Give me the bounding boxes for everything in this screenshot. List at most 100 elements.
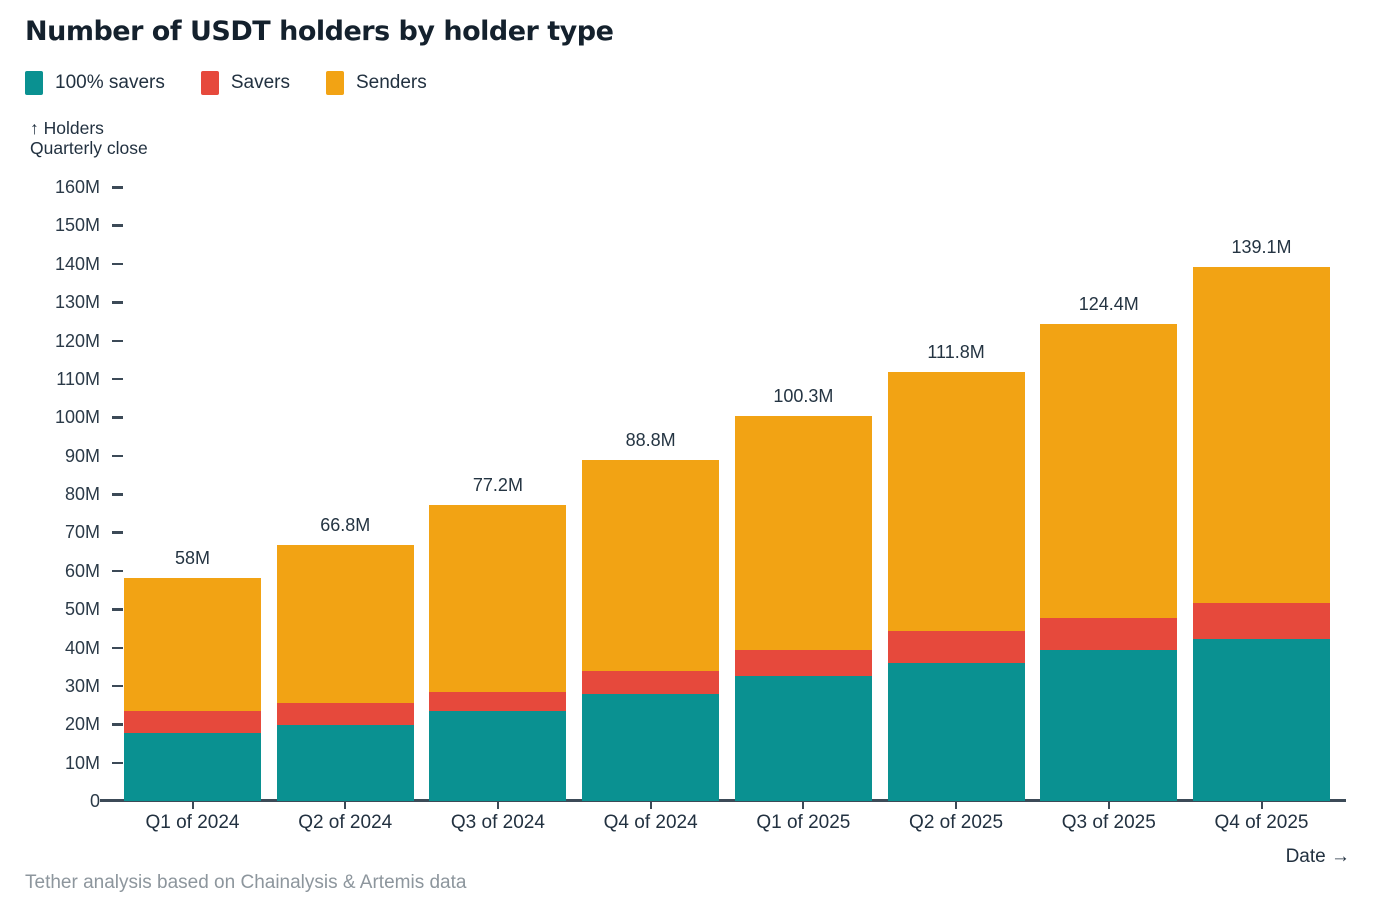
- y-tick-label-130M: 130M: [54, 292, 100, 313]
- x-tick-mark: [802, 801, 805, 809]
- y-tick-label-30M: 30M: [64, 675, 100, 696]
- y-tick-mark: [112, 761, 123, 765]
- x-tick-mark: [496, 801, 499, 809]
- bar-total-label: 124.4M: [1078, 293, 1139, 314]
- y-tick-label-40M: 40M: [64, 637, 100, 658]
- legend-label-senders: Senders: [355, 72, 427, 93]
- bar-segment-100-savers: [1040, 649, 1178, 801]
- x-tick-mark: [955, 801, 958, 809]
- x-tick-label-q4-of-2025: Q4 of 2025: [1214, 812, 1309, 833]
- bar-total-label: 66.8M: [320, 514, 371, 535]
- bar-segment-senders: [582, 460, 720, 672]
- y-axis-caption-line2: Quarterly close: [30, 138, 148, 158]
- y-tick-label-50M: 50M: [64, 599, 100, 620]
- bar-total-label: 139.1M: [1231, 237, 1292, 258]
- y-axis-caption-line1: ↑ Holders: [30, 118, 104, 138]
- x-tick-mark: [1260, 801, 1263, 809]
- bar-q2-of-2025: 111.8M: [887, 187, 1025, 801]
- x-axis-line: [100, 799, 1346, 802]
- bar-q1-of-2025: 100.3M: [734, 187, 872, 801]
- bar-segment-savers: [887, 630, 1025, 664]
- y-tick-label-100M: 100M: [54, 407, 100, 428]
- y-tick-label-120M: 120M: [54, 330, 100, 351]
- source-note: Tether analysis based on Chainalysis & A…: [25, 872, 467, 893]
- legend-item-senders: Senders: [325, 71, 427, 95]
- bar-total-label: 111.8M: [927, 341, 985, 362]
- bar-segment-senders: [734, 416, 872, 650]
- legend-swatch-100-savers: [25, 71, 43, 95]
- y-tick-mark: [112, 224, 123, 227]
- y-tick-mark: [112, 493, 123, 496]
- y-tick-label-20M: 20M: [64, 714, 100, 735]
- y-tick-mark: [112, 301, 123, 304]
- bar-segment-senders: [429, 504, 567, 692]
- bar-segment-savers: [582, 671, 720, 694]
- x-tick-label-q4-of-2024: Q4 of 2024: [603, 812, 698, 833]
- legend-item-savers: Savers: [200, 71, 290, 95]
- y-tick-mark: [112, 531, 123, 534]
- bar-segment-100-savers: [582, 693, 720, 801]
- bar-stack: [276, 544, 414, 801]
- bar-q2-of-2024: 66.8M: [276, 187, 414, 801]
- bar-total-label: 58M: [174, 548, 211, 569]
- x-tick-label-q1-of-2024: Q1 of 2024: [145, 812, 240, 833]
- y-tick-mark: [112, 569, 123, 573]
- y-tick-label-80M: 80M: [64, 484, 100, 504]
- bar-segment-senders: [887, 371, 1025, 631]
- y-tick-label-70M: 70M: [64, 522, 100, 543]
- legend-label-savers: Savers: [230, 72, 290, 93]
- bar-total-label: 88.8M: [625, 430, 676, 451]
- bar-segment-senders: [1193, 267, 1330, 604]
- y-tick-mark: [112, 377, 123, 381]
- bar-segment-100-savers: [1193, 638, 1330, 801]
- bar-q4-of-2025: 139.1M: [1193, 187, 1330, 801]
- y-tick-mark: [112, 262, 123, 266]
- bar-q1-of-2024: 58M: [124, 187, 261, 801]
- y-tick-label-140M: 140M: [54, 253, 100, 274]
- x-tick-label-q1-of-2025: Q1 of 2025: [756, 812, 851, 833]
- legend-label-100-savers: 100% savers: [55, 72, 165, 93]
- y-tick-mark: [112, 454, 123, 458]
- bar-segment-100-savers: [734, 676, 872, 801]
- y-tick-mark: [112, 684, 123, 688]
- x-tick-label-q2-of-2024: Q2 of 2024: [298, 812, 393, 833]
- bar-segment-savers: [734, 649, 872, 677]
- bar-segment-savers: [276, 703, 414, 726]
- bar-segment-100-savers: [124, 733, 261, 801]
- bar-segment-savers: [1193, 603, 1330, 639]
- bar-segment-senders: [1040, 323, 1178, 618]
- bar-segment-100-savers: [429, 710, 567, 801]
- legend: 100% savers Savers Senders: [25, 71, 427, 95]
- y-tick-label-150M: 150M: [54, 215, 100, 236]
- y-tick-mark: [112, 608, 123, 611]
- bar-q3-of-2024: 77.2M: [429, 187, 567, 801]
- x-tick-mark: [1107, 801, 1110, 809]
- y-tick-label-60M: 60M: [64, 560, 100, 581]
- y-axis-caption: ↑ Holders Quarterly close: [30, 118, 148, 158]
- x-tick-mark: [191, 801, 194, 809]
- bar-segment-senders: [124, 578, 261, 711]
- bar-stack: [582, 460, 720, 801]
- bar-stack: [1040, 323, 1178, 801]
- bar-stack: [124, 578, 261, 801]
- y-tick-label-90M: 90M: [64, 445, 100, 466]
- bar-stack: [887, 371, 1025, 801]
- y-tick-mark: [112, 416, 123, 419]
- legend-swatch-savers: [200, 71, 219, 95]
- bar-segment-savers: [124, 710, 261, 734]
- bars-area: 58M 66.8M 77.2M 88.8M 100.3M 111.8M 124.4M 139.…: [124, 187, 1330, 801]
- bar-segment-100-savers: [276, 725, 414, 801]
- x-tick-mark: [649, 801, 652, 809]
- bar-segment-senders: [276, 544, 414, 704]
- x-tick-mark: [344, 801, 347, 809]
- legend-item-100-savers: 100% savers: [25, 71, 165, 95]
- y-tick-mark: [112, 186, 123, 189]
- page-title: Number of USDT holders by holder type: [25, 16, 614, 47]
- bar-stack: [1193, 267, 1330, 801]
- y-tick-label-110M: 110M: [56, 368, 100, 389]
- y-tick-label-0: 0: [89, 791, 100, 811]
- y-tick-mark: [112, 646, 123, 649]
- bar-total-label: 77.2M: [472, 474, 523, 495]
